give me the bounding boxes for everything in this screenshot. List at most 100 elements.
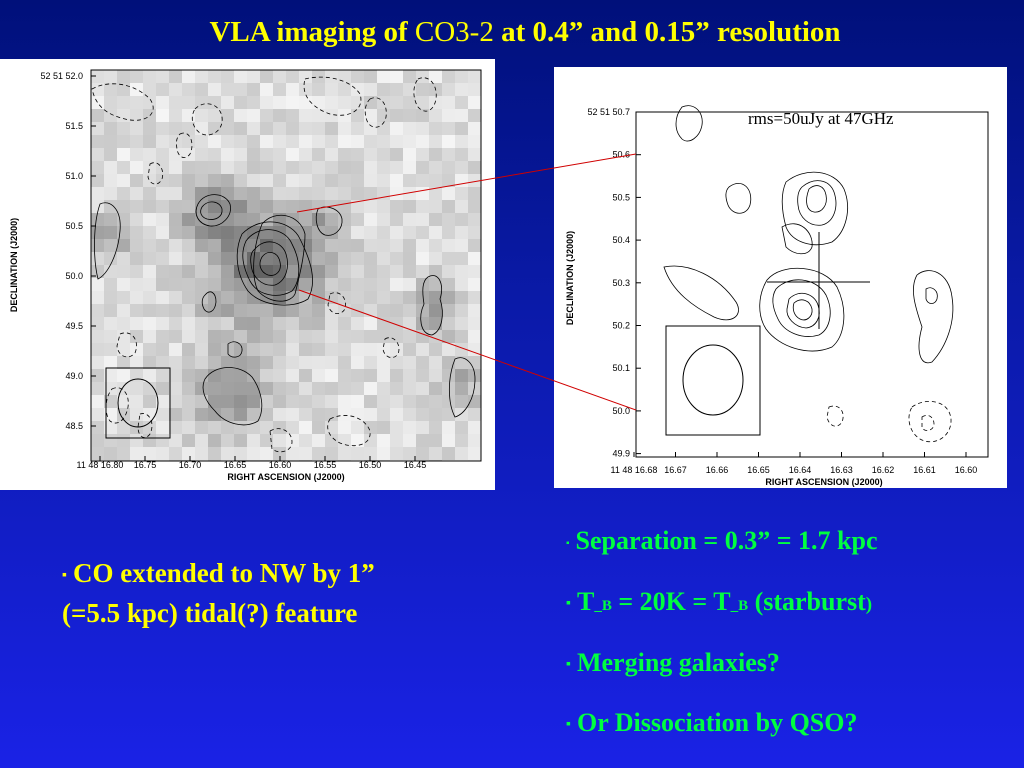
map-pixel xyxy=(195,395,208,408)
map-pixel xyxy=(364,434,377,447)
map-pixel xyxy=(156,161,169,174)
map-pixel xyxy=(403,213,416,226)
map-pixel xyxy=(286,395,299,408)
map-pixel xyxy=(169,187,182,200)
map-pixel xyxy=(442,265,455,278)
map-pixel xyxy=(221,83,234,96)
map-pixel xyxy=(286,330,299,343)
map-pixel xyxy=(91,161,104,174)
map-pixel xyxy=(403,174,416,187)
map-pixel xyxy=(351,265,364,278)
map-pixel xyxy=(390,278,403,291)
map-pixel xyxy=(273,382,286,395)
map-pixel xyxy=(169,356,182,369)
map-pixel xyxy=(195,291,208,304)
map-pixel xyxy=(273,317,286,330)
map-pixel xyxy=(416,304,429,317)
map-pixel xyxy=(429,265,442,278)
map-pixel xyxy=(416,70,429,83)
map-pixel xyxy=(273,356,286,369)
map-pixel xyxy=(377,239,390,252)
map-pixel xyxy=(195,356,208,369)
map-pixel xyxy=(312,395,325,408)
map-pixel xyxy=(468,148,481,161)
map-pixel xyxy=(247,96,260,109)
map-pixel xyxy=(403,83,416,96)
map-pixel xyxy=(221,434,234,447)
map-pixel xyxy=(208,239,221,252)
map-pixel xyxy=(169,382,182,395)
map-pixel xyxy=(156,122,169,135)
map-pixel xyxy=(221,109,234,122)
map-pixel xyxy=(91,408,104,421)
map-pixel xyxy=(182,135,195,148)
map-pixel xyxy=(91,304,104,317)
map-pixel xyxy=(312,70,325,83)
map-pixel xyxy=(299,317,312,330)
map-pixel xyxy=(416,174,429,187)
map-pixel xyxy=(416,109,429,122)
map-pixel xyxy=(455,135,468,148)
map-pixel xyxy=(182,200,195,213)
map-pixel xyxy=(104,187,117,200)
map-pixel xyxy=(195,70,208,83)
map-pixel xyxy=(299,213,312,226)
x-tick-label: 16.67 xyxy=(664,465,687,475)
map-pixel xyxy=(273,122,286,135)
map-pixel xyxy=(247,174,260,187)
map-pixel xyxy=(312,122,325,135)
map-pixel xyxy=(117,356,130,369)
map-pixel xyxy=(390,148,403,161)
map-pixel xyxy=(429,382,442,395)
map-pixel xyxy=(325,109,338,122)
map-pixel xyxy=(117,161,130,174)
map-pixel xyxy=(442,174,455,187)
map-pixel xyxy=(234,265,247,278)
x-tick-label: 16.50 xyxy=(359,460,382,470)
map-pixel xyxy=(143,317,156,330)
map-pixel xyxy=(143,161,156,174)
map-pixel xyxy=(416,330,429,343)
map-pixel xyxy=(143,70,156,83)
map-pixel xyxy=(442,96,455,109)
map-pixel xyxy=(325,395,338,408)
map-pixel xyxy=(117,200,130,213)
map-pixel xyxy=(247,109,260,122)
map-pixel xyxy=(156,291,169,304)
map-pixel xyxy=(260,96,273,109)
map-pixel xyxy=(234,70,247,83)
map-pixel xyxy=(273,343,286,356)
map-pixel xyxy=(247,343,260,356)
map-pixel xyxy=(273,239,286,252)
map-pixel xyxy=(468,161,481,174)
left-image-panel: 52 51 52.0 51.5 51.0 50.5 50.0 49.5 49.0 48.5 1… xyxy=(0,59,495,490)
map-pixel xyxy=(377,447,390,460)
map-pixel xyxy=(169,200,182,213)
map-pixel xyxy=(390,252,403,265)
map-pixel xyxy=(156,213,169,226)
map-pixel xyxy=(221,70,234,83)
map-pixel xyxy=(325,343,338,356)
map-pixel xyxy=(325,174,338,187)
map-pixel xyxy=(156,369,169,382)
x-tick-label: 16.60 xyxy=(955,465,978,475)
map-pixel xyxy=(299,382,312,395)
map-pixel xyxy=(351,304,364,317)
map-pixel xyxy=(286,356,299,369)
map-pixel xyxy=(468,265,481,278)
map-pixel xyxy=(182,291,195,304)
map-pixel xyxy=(455,421,468,434)
map-pixel xyxy=(351,317,364,330)
map-pixel xyxy=(429,408,442,421)
map-pixel xyxy=(390,226,403,239)
map-pixel xyxy=(130,83,143,96)
map-pixel xyxy=(351,447,364,460)
map-pixel xyxy=(403,96,416,109)
map-pixel xyxy=(182,317,195,330)
map-pixel xyxy=(338,278,351,291)
map-pixel xyxy=(364,174,377,187)
map-pixel xyxy=(247,330,260,343)
map-pixel xyxy=(143,265,156,278)
map-pixel xyxy=(455,278,468,291)
map-pixel xyxy=(403,421,416,434)
